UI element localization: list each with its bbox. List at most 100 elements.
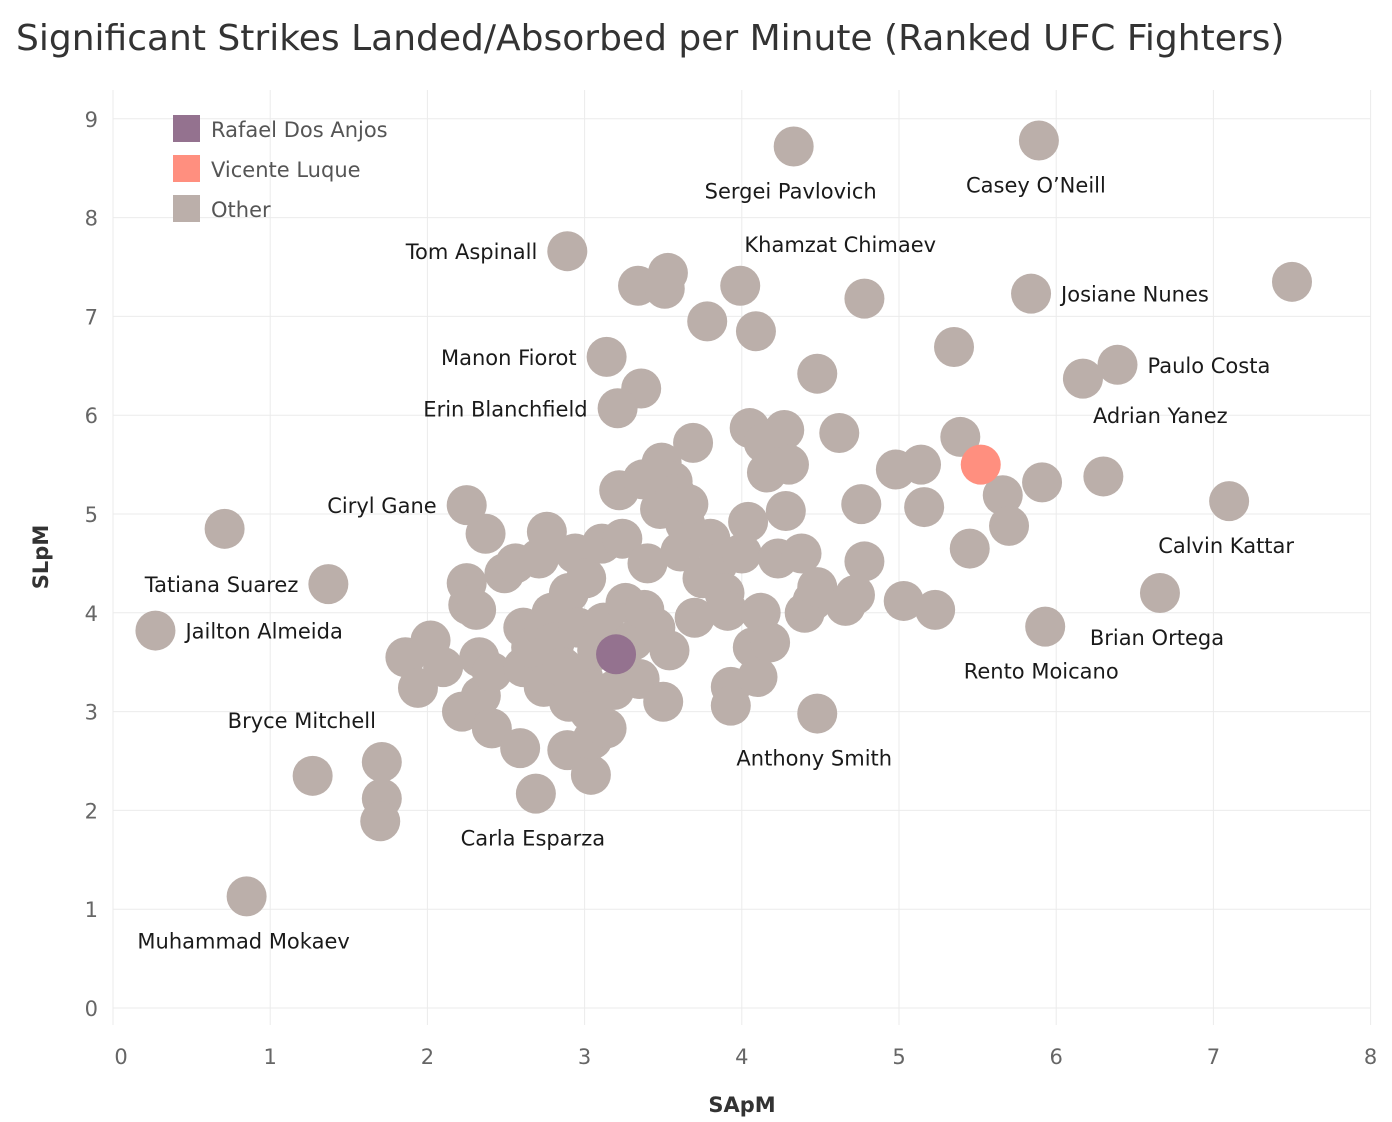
y-tick-label: 3 (85, 701, 98, 725)
data-point-other (768, 444, 809, 485)
point-label: Carla Esparza (461, 827, 605, 851)
y-tick-label: 1 (85, 898, 98, 922)
data-point-other (1022, 462, 1063, 503)
data-point-other (735, 311, 776, 352)
y-axis-title: SLpM (29, 525, 53, 589)
data-point-labeled (1018, 120, 1059, 161)
data-point-labeled (547, 231, 588, 272)
point-label: Brian Ortega (1090, 626, 1224, 650)
data-point-other (465, 513, 506, 554)
data-point-other (765, 491, 806, 532)
data-point-other (750, 622, 791, 663)
legend-swatch (173, 115, 200, 142)
data-point-labeled (586, 336, 627, 377)
x-tick-label: 4 (735, 1045, 748, 1069)
data-point-other (647, 252, 688, 293)
data-point-other (737, 657, 778, 698)
data-point-other (627, 543, 668, 584)
point-label: Jailton Almeida (183, 620, 342, 644)
point-label: Manon Fiorot (441, 346, 577, 370)
data-points (135, 120, 1312, 917)
data-point-other (674, 597, 715, 638)
point-label: Rento Moicano (964, 660, 1119, 684)
data-point-labeled (226, 876, 267, 917)
data-point-other (668, 484, 709, 525)
data-point-highlight (960, 444, 1001, 485)
data-point-labeled (515, 773, 556, 814)
data-point-other (500, 728, 541, 769)
data-point-other (764, 410, 805, 451)
y-tick-label: 9 (85, 108, 98, 132)
data-point-labeled (720, 265, 761, 306)
data-point-other (915, 589, 956, 630)
point-label: Tatiana Suarez (144, 573, 299, 597)
legend-swatch (173, 155, 200, 182)
point-label: Calvin Kattar (1158, 534, 1294, 558)
data-point-labeled (308, 564, 349, 605)
data-point-other (904, 487, 945, 528)
point-label: Casey O’Neill (966, 174, 1106, 198)
data-point-labeled (597, 388, 638, 429)
x-tick-label: 8 (1364, 1045, 1377, 1069)
y-tick-label: 4 (85, 602, 98, 626)
y-tick-label: 2 (85, 799, 98, 823)
data-point-labeled (135, 610, 176, 651)
data-point-other (649, 630, 690, 671)
point-label: Ciryl Gane (327, 494, 436, 518)
data-point-labeled (1097, 344, 1138, 385)
y-tick-label: 7 (85, 305, 98, 329)
data-point-other (602, 518, 643, 559)
legend-label: Rafael Dos Anjos (211, 118, 388, 142)
x-tick-label: 1 (264, 1045, 277, 1069)
point-label: Paulo Costa (1148, 354, 1271, 378)
y-tick-label: 6 (85, 404, 98, 428)
data-point-other (797, 567, 838, 608)
data-point-other (1062, 358, 1103, 399)
data-point-labeled (1139, 573, 1180, 614)
data-point-other (707, 590, 748, 631)
point-label: Khamzat Chimaev (744, 233, 936, 257)
y-tick-label: 8 (85, 207, 98, 231)
data-point-labeled (940, 416, 981, 457)
x-axis-ticks: 0 1 2 3 4 5 6 7 8 (114, 1045, 1377, 1069)
data-point-other (471, 708, 512, 749)
data-point-other (728, 501, 769, 542)
x-tick-label: 7 (1207, 1045, 1220, 1069)
x-tick-label: 5 (892, 1045, 905, 1069)
legend-label: Other (211, 198, 271, 222)
legend: Rafael Dos Anjos Vicente Luque Other (173, 115, 388, 222)
data-point-other (797, 353, 838, 394)
data-point-other (710, 685, 751, 726)
x-tick-label: 2 (421, 1045, 434, 1069)
data-point-other (1083, 456, 1124, 497)
data-point-highlight (596, 634, 637, 675)
data-point-other (819, 412, 860, 453)
chart-title: Significant Strikes Landed/Absorbed per … (16, 18, 1285, 59)
data-point-other (423, 647, 464, 688)
data-point-other (1272, 261, 1312, 302)
point-label: Erin Blanchfield (423, 397, 587, 421)
point-label: Josiane Nunes (1059, 283, 1209, 307)
data-point-labeled (446, 485, 487, 526)
data-point-labeled (1025, 606, 1066, 647)
data-point-other (586, 708, 627, 749)
data-point-other (643, 681, 684, 722)
data-point-other (721, 533, 762, 574)
data-point-other (949, 528, 990, 569)
data-point-other (844, 278, 885, 319)
legend-label: Vicente Luque (211, 158, 361, 182)
data-point-other (292, 755, 333, 796)
data-point-labeled (1209, 481, 1250, 522)
x-tick-label: 3 (578, 1045, 591, 1069)
data-point-other (883, 580, 924, 621)
data-point-other (982, 475, 1023, 516)
data-point-other (471, 652, 512, 693)
data-point-other (834, 575, 875, 616)
x-axis-title: SApM (708, 1093, 775, 1117)
legend-swatch (173, 195, 200, 222)
data-point-other (781, 533, 822, 574)
x-tick-label: 6 (1050, 1045, 1063, 1069)
data-point-other (841, 484, 882, 525)
data-point-other (526, 511, 567, 552)
